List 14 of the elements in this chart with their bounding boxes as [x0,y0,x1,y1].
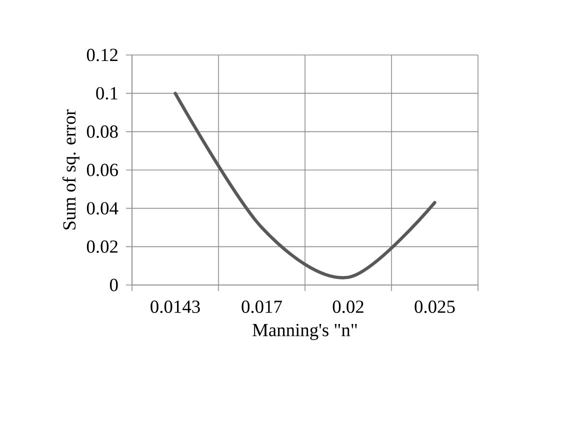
line-series [174,92,436,280]
y-tick-label: 0.04 [86,202,118,215]
y-tick-label: 0.1 [96,87,118,100]
x-tick-label: 0.02 [332,300,364,314]
x-tick-label: 0.025 [414,300,455,314]
y-tick-label: 0.08 [86,125,118,138]
x-tick-label: 0.017 [242,300,282,314]
y-tick-label: 0.02 [86,240,118,253]
y-tick-label: 0.12 [86,48,118,62]
y-axis-title: Sum of sq. error [62,110,80,230]
y-tick-label: 0.06 [86,164,118,176]
y-tick-label: 0 [110,278,118,292]
x-tick-label: 0.0143 [150,300,200,314]
x-axis-title: Manning's "n" [252,324,357,340]
